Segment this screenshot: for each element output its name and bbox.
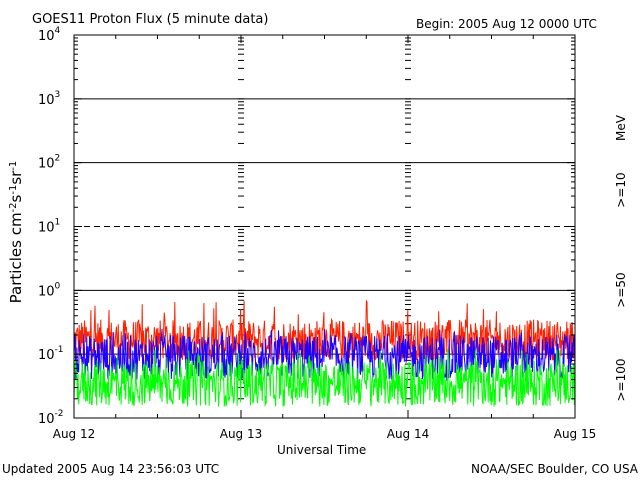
y-tick-base: 10 [38,93,55,108]
x-tick-label: Aug 12 [53,427,96,441]
y-tick-label: 101 [38,218,60,236]
energy-unit-label: MeV [614,114,628,141]
y-axis-label: Particles cm-2s-1sr-1 [7,161,25,304]
y-tick-base: 10 [38,284,55,299]
y-tick-base: 10 [38,348,55,363]
y-tick-base: 10 [38,221,55,236]
y-label-exp1: -2 [8,202,19,212]
y-tick-label: 10-2 [38,409,64,427]
updated-time: Updated 2005 Aug 14 23:56:03 UTC [2,462,219,476]
y-tick-exp: -2 [55,409,64,419]
series-group [73,299,576,407]
series-line-1 [73,328,576,382]
plot-lines [74,37,575,419]
y-label-sr: sr [7,170,25,185]
y-tick-exp: 2 [55,154,61,164]
y-tick-base: 10 [38,29,55,44]
y-tick-exp: 4 [55,26,61,36]
y-tick-label: 10-1 [38,345,64,363]
series-line-2 [73,349,576,407]
y-tick-base: 10 [38,157,55,172]
x-tick-label: Aug 14 [387,427,430,441]
legend-ge50: >=50 [614,272,628,307]
y-tick-label: 100 [38,281,61,299]
legend-ge100: >=100 [614,358,628,401]
x-axis-label: Universal Time [277,443,366,457]
begin-time: Begin: 2005 Aug 12 0000 UTC [416,17,597,31]
x-tick-label: Aug 13 [220,427,263,441]
y-tick-label: 102 [38,154,60,172]
y-tick-exp: 3 [55,90,61,100]
chart-title: GOES11 Proton Flux (5 minute data) [32,12,268,27]
y-label-s: s [7,194,25,202]
y-tick-exp: 1 [55,218,61,228]
y-tick-exp: -1 [55,345,64,355]
legend-ge10: >=10 [614,172,628,207]
y-label-exp3: -1 [8,161,19,171]
y-tick-label: 104 [38,26,61,44]
y-tick-label: 103 [38,90,60,108]
x-tick-label: Aug 15 [554,427,597,441]
data-source: NOAA/SEC Boulder, CO USA [471,462,639,476]
y-label-exp2: -1 [8,185,19,195]
y-tick-base: 10 [38,412,55,427]
y-label-base: Particles cm [7,212,25,303]
y-tick-exp: 0 [55,281,61,291]
